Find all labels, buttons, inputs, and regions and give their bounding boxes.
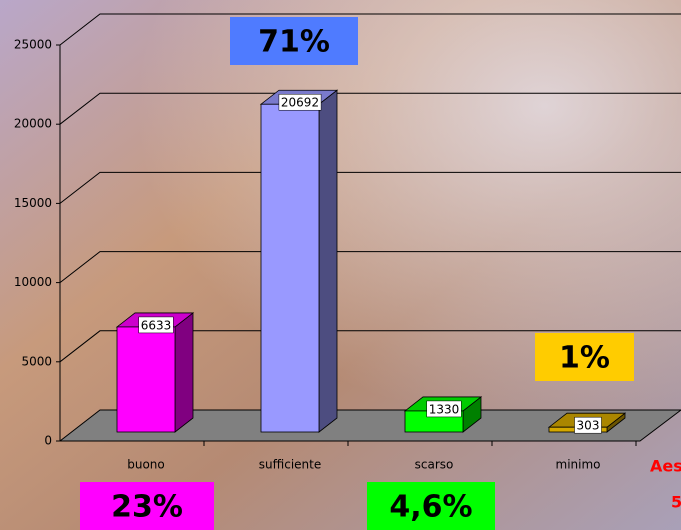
annotation: Aes xyxy=(650,457,681,476)
annotation: 5 xyxy=(671,493,681,512)
bar-side xyxy=(318,89,338,433)
grid-line xyxy=(59,330,681,363)
value-label-box xyxy=(426,400,462,418)
value-label-box xyxy=(278,93,322,111)
annotation-box xyxy=(367,482,495,530)
value-label: 6633 xyxy=(141,318,172,332)
bar xyxy=(260,103,320,433)
annotation-box xyxy=(80,482,214,530)
value-label: 303 xyxy=(577,419,600,433)
grid-line xyxy=(59,92,681,125)
annotation-box xyxy=(230,17,358,65)
y-tick-label: 0 xyxy=(44,434,52,448)
grid-line xyxy=(59,251,681,283)
y-tick-label: 5000 xyxy=(21,354,52,368)
x-tick-label: minimo xyxy=(556,458,601,472)
value-label: 20692 xyxy=(281,96,319,110)
y-tick-label: 15000 xyxy=(14,196,52,210)
x-tick-label: buono xyxy=(127,458,165,472)
annotation: 1% xyxy=(559,341,610,376)
grid-line xyxy=(59,171,681,204)
annotation: 71% xyxy=(258,25,330,60)
value-label-box xyxy=(138,316,174,334)
y-tick-label: 25000 xyxy=(14,38,52,52)
grid-line xyxy=(59,13,681,46)
annotation: 4,6% xyxy=(389,490,472,525)
y-tick-label: 10000 xyxy=(14,275,52,289)
bar xyxy=(116,326,176,433)
annotation: 23% xyxy=(111,490,183,525)
y-tick-label: 20000 xyxy=(14,117,52,131)
bar-side xyxy=(174,312,194,433)
x-tick-label: scarso xyxy=(415,458,454,472)
annotation-box xyxy=(535,333,634,381)
value-label-box xyxy=(574,416,602,434)
x-tick-label: sufficiente xyxy=(259,458,321,472)
value-label: 1330 xyxy=(429,402,460,416)
